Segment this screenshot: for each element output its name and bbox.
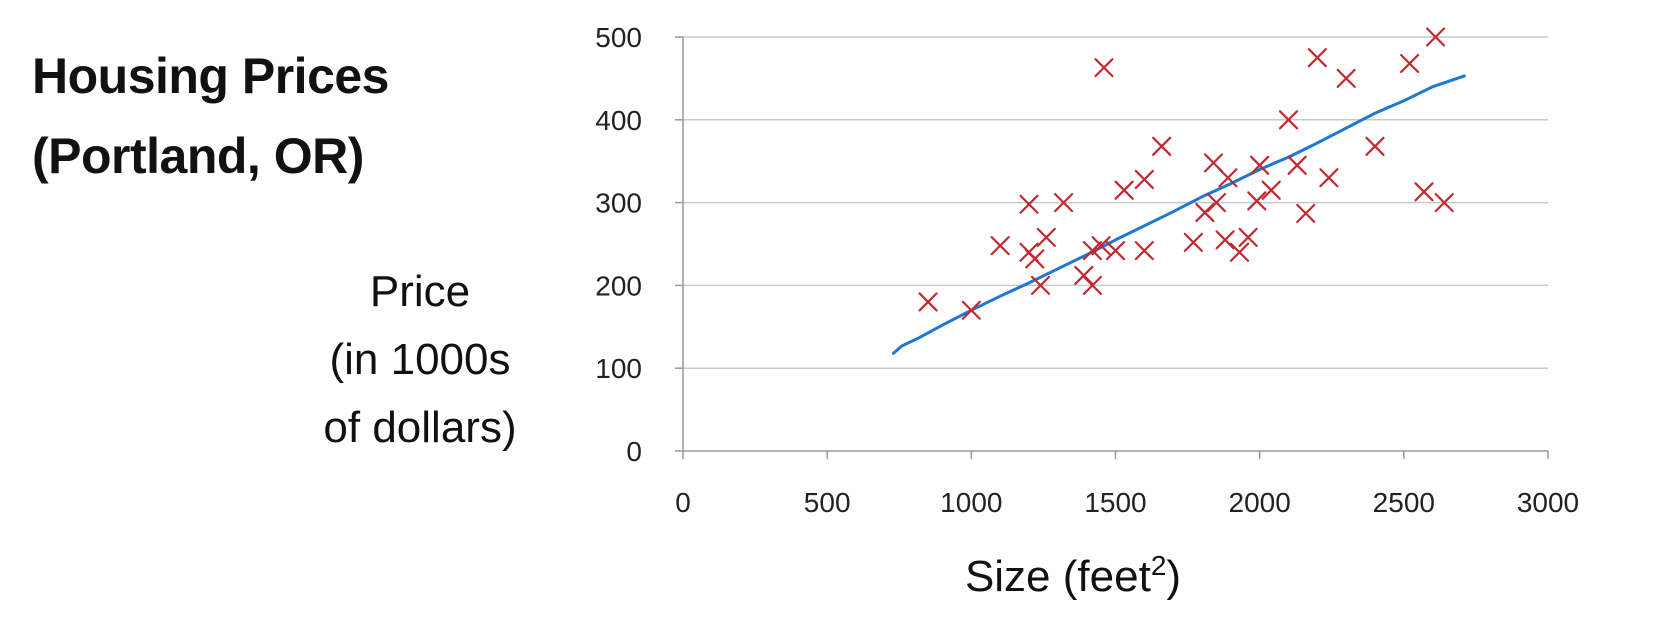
chart-title: Housing Prices (Portland, OR) (32, 36, 390, 196)
data-point (1134, 169, 1154, 190)
y-axis-label-line-2: (in 1000s (329, 335, 511, 384)
data-point (1336, 68, 1356, 88)
data-point (1152, 136, 1172, 156)
data-point (1030, 275, 1051, 295)
x-tick-label: 500 (804, 487, 851, 518)
chart-title-line-1: Housing Prices (32, 48, 390, 104)
data-point (1105, 241, 1126, 261)
y-axis-label: Price (in 1000s of dollars) (290, 258, 550, 462)
data-point (1094, 58, 1114, 78)
x-tick-label: 2000 (1229, 487, 1291, 518)
data-point (1025, 249, 1045, 269)
data-point (1091, 236, 1111, 256)
y-tick-labels: 0 100 200 300 400 500 (595, 22, 642, 467)
data-point (1425, 27, 1446, 47)
data-point (1082, 275, 1103, 295)
x-axis-label: Size (feet2) (965, 550, 1181, 601)
x-tick-labels: 0 500 1000 1500 2000 2500 3000 (675, 487, 1579, 518)
y-tick-label: 300 (595, 188, 642, 219)
data-point (1114, 180, 1134, 200)
data-points (918, 27, 1454, 320)
data-point (990, 236, 1010, 256)
data-point (1414, 182, 1434, 202)
data-point (1319, 168, 1339, 188)
x-tick-label: 2500 (1373, 487, 1435, 518)
data-point (1400, 53, 1420, 74)
x-axis-label-text: Size (feet (965, 552, 1151, 601)
data-point (1247, 191, 1267, 211)
data-point (1287, 155, 1307, 175)
x-tick-label: 3000 (1517, 487, 1579, 518)
fit-line-group (892, 74, 1466, 355)
x-axis-label-superscript: 2 (1151, 550, 1167, 581)
data-point (1082, 241, 1103, 261)
data-point (1365, 136, 1385, 156)
y-tick-label: 100 (595, 353, 642, 384)
data-point (1261, 180, 1281, 200)
data-point (1215, 230, 1235, 250)
data-point (1296, 203, 1316, 223)
data-point (1054, 193, 1074, 213)
y-tick-label: 500 (595, 22, 642, 53)
y-tick-label: 200 (595, 270, 642, 301)
data-point (1019, 194, 1039, 214)
data-point (1195, 202, 1215, 223)
chart-title-line-2: (Portland, OR) (32, 128, 364, 184)
fit-line (892, 74, 1466, 355)
data-point (1434, 193, 1454, 213)
data-point (1250, 155, 1270, 175)
x-axis-label-suffix: ) (1166, 552, 1181, 601)
axes (675, 36, 1549, 459)
y-axis-label-line-1: Price (369, 267, 471, 316)
data-point (1218, 168, 1238, 188)
data-point (1278, 110, 1299, 130)
data-point (1307, 48, 1327, 68)
data-point (961, 300, 981, 320)
y-tick-label: 0 (626, 436, 642, 467)
data-point (918, 292, 938, 312)
x-tick-label: 1000 (940, 487, 1002, 518)
data-point (1206, 193, 1227, 213)
data-point (1134, 241, 1154, 261)
data-point (1183, 232, 1203, 252)
data-point (1229, 242, 1250, 262)
data-point (1238, 227, 1258, 247)
x-tick-label: 1500 (1084, 487, 1146, 518)
data-point (1036, 227, 1056, 247)
y-axis-label-line-3: of dollars) (323, 403, 517, 452)
y-tick-label: 400 (595, 105, 642, 136)
x-tick-label: 0 (675, 487, 691, 518)
gridlines (683, 36, 1548, 369)
